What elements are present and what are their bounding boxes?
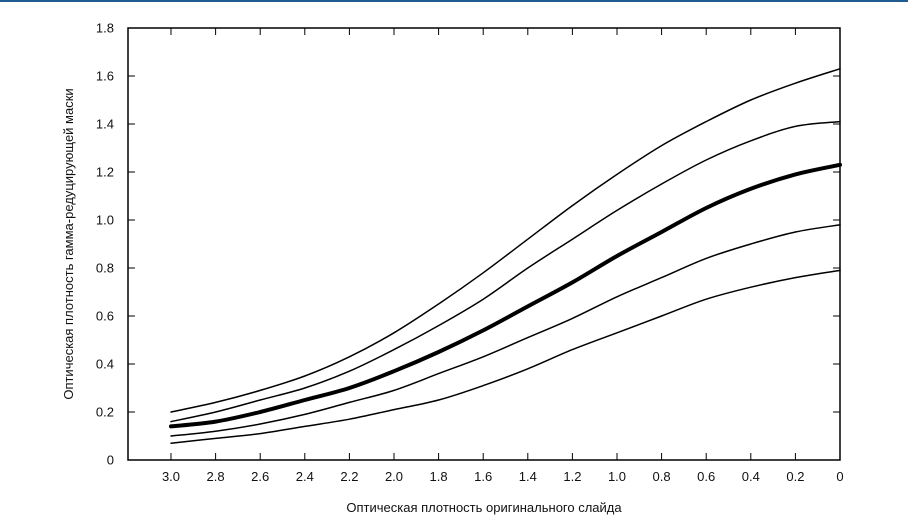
x-tick-label: 3.0	[162, 469, 180, 484]
y-tick-label: 1.2	[96, 165, 114, 180]
x-tick-label: 1.4	[519, 469, 537, 484]
x-tick-label: 0.8	[653, 469, 671, 484]
x-tick-label: 1.0	[608, 469, 626, 484]
y-tick-label: 1.8	[96, 21, 114, 36]
x-tick-label: 0	[836, 469, 843, 484]
y-tick-label: 0.4	[96, 357, 114, 372]
y-tick-label: 0.8	[96, 261, 114, 276]
x-tick-label: 2.0	[385, 469, 403, 484]
y-tick-label: 0	[107, 453, 114, 468]
series-line-5	[170, 269, 841, 444]
y-tick-label: 0.6	[96, 309, 114, 324]
plot-frame	[127, 27, 841, 461]
x-tick-label: 2.6	[251, 469, 269, 484]
y-tick-label: 1.4	[96, 117, 114, 132]
x-tick-label: 0.6	[697, 469, 715, 484]
x-tick-label: 0.2	[786, 469, 804, 484]
x-axis-title: Оптическая плотность оригинального слайд…	[346, 500, 622, 515]
x-tick-label: 2.8	[207, 469, 225, 484]
x-tick-label: 1.2	[563, 469, 581, 484]
x-tick-label: 1.8	[430, 469, 448, 484]
y-axis: 0 0.2 0.4 0.6 0.8 1.0 1.2 1.4 1.6 1.8	[96, 21, 840, 468]
x-tick-label: 2.2	[340, 469, 358, 484]
y-tick-label: 1.6	[96, 69, 114, 84]
y-tick-label: 0.2	[96, 405, 114, 420]
series-line-main	[169, 162, 842, 429]
y-tick-label: 1.0	[96, 213, 114, 228]
y-axis-title: Оптическая плотность гамма-редуцирующей …	[61, 88, 76, 399]
x-tick-label: 0.4	[742, 469, 760, 484]
x-tick-label: 1.6	[474, 469, 492, 484]
series-line-2	[170, 120, 841, 423]
series-line-1	[170, 68, 841, 413]
top-rule	[0, 0, 908, 2]
x-tick-label: 2.4	[296, 469, 314, 484]
series-layer	[169, 68, 842, 444]
series-line-4	[170, 224, 841, 437]
x-axis: 3.0 2.8 2.6 2.4 2.2 2.0 1.8 1.6 1.4 1.2 1.0 0.8 0.6 0…	[162, 28, 844, 484]
